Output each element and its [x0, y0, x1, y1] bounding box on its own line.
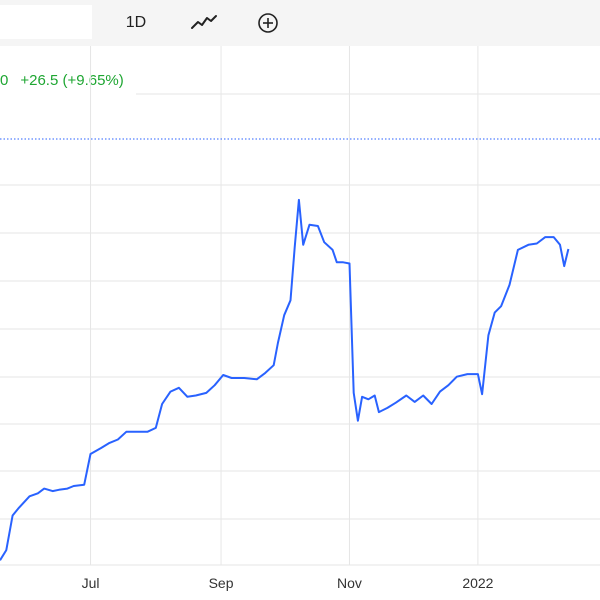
x-tick-label: 2022 [462, 575, 493, 591]
chart-toolbar: 1D [0, 0, 600, 46]
price-change-text: +26.5 (+9.65%) [20, 72, 124, 89]
price-line [0, 198, 570, 561]
chart-type-button[interactable] [188, 9, 220, 37]
symbol-search-field[interactable] [0, 5, 92, 39]
quote-change-row: 0 +26.5 (+9.65%) [0, 70, 124, 92]
interval-button[interactable]: 1D [125, 14, 147, 31]
last-price-fragment: 0 [0, 72, 9, 89]
x-axis: Jul Sep Nov 2022 [82, 575, 494, 591]
line-chart-icon [191, 15, 217, 29]
x-tick-label: Sep [209, 575, 234, 591]
compare-symbol-button[interactable] [252, 7, 284, 39]
plus-circle-icon [258, 13, 278, 33]
chart-grid [0, 46, 600, 566]
x-tick-label: Nov [337, 575, 362, 591]
x-tick-label: Jul [82, 575, 100, 591]
